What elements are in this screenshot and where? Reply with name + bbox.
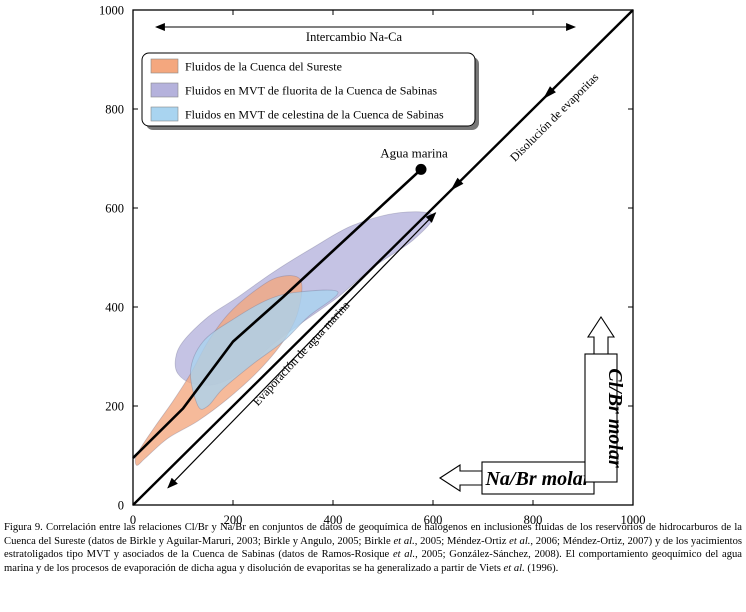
seawater-point [415, 163, 427, 175]
x-tick-label: 600 [424, 513, 443, 527]
dissolution-arrowhead-upper [543, 86, 556, 100]
legend-items: Fluidos de la Cuenca del Sureste Fluidos … [150, 58, 444, 122]
ticks-layer: 0 200 400 600 800 1000 0 200 400 600 800 1000 [99, 4, 646, 528]
caption-italic: et al. [503, 562, 525, 574]
x-tick-label: 1000 [621, 513, 646, 527]
legend-swatch [150, 82, 179, 98]
dissolution-arrowhead-lower [450, 177, 464, 191]
y-tick-label: 1000 [99, 4, 124, 18]
y-tick-label: 0 [118, 499, 124, 513]
x-tick-label: 200 [224, 513, 243, 527]
chart-figure: 0 200 400 600 800 1000 0 200 400 600 800 1000 Inter… [99, 4, 646, 528]
exchange-label: Intercambio Na-Ca [306, 30, 403, 44]
evaporation-arrow-line [167, 212, 437, 489]
y-tick-label: 200 [105, 400, 124, 414]
legend-box [141, 52, 476, 127]
na-br-label-box [481, 461, 595, 495]
legend: Fluidos de la Cuenca del Sureste Fluidos … [141, 52, 479, 130]
y-tick-label: 600 [105, 202, 124, 216]
x-tick-label: 800 [524, 513, 543, 527]
y-axis-label: Cl/Br molar [604, 368, 626, 468]
seawater-label: Agua marina [380, 145, 448, 160]
y-tick-label: 800 [105, 103, 124, 117]
legend-label: Fluidos en MVT de celestina de la Cuenca… [185, 108, 444, 122]
y-tick-label: 400 [105, 301, 124, 315]
caption-italic: et al. [392, 549, 416, 561]
caption-italic: et al. [393, 535, 415, 547]
x-axis-label: Na/Br molar [484, 468, 590, 490]
caption-italic: et al. [509, 535, 531, 547]
legend-label: Fluidos en MVT de fluorita de la Cuenca … [185, 84, 437, 98]
chart-svg: 0 200 400 600 800 1000 0 200 400 600 800 1000 Inter… [99, 4, 646, 528]
x-tick-label: 400 [324, 513, 343, 527]
legend-label: Fluidos de la Cuenca del Sureste [185, 60, 342, 74]
x-tick-label: 0 [130, 513, 136, 527]
figure-caption: Figura 9. Correlación entre las relacion… [4, 521, 742, 575]
caption-text: Figura 9. Correlación entre las relacion… [4, 522, 743, 574]
legend-swatch [150, 106, 179, 122]
cl-br-label-box [584, 353, 618, 483]
lines-layer [132, 9, 634, 506]
legend-swatch [150, 58, 179, 74]
